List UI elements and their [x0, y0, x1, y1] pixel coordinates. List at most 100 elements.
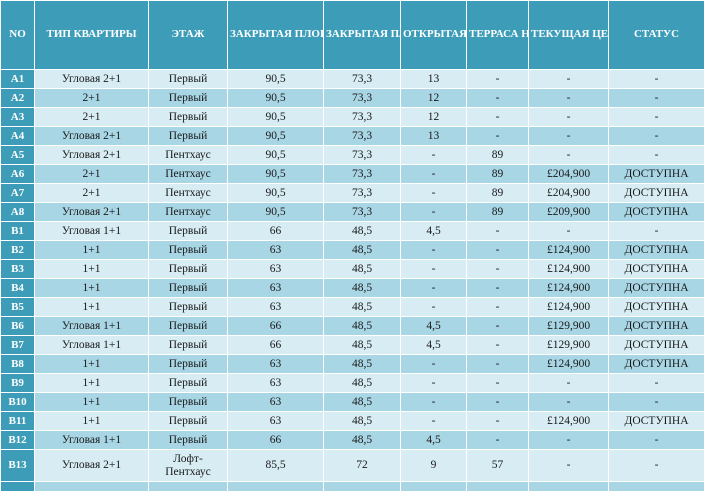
cell-unit-number: B13 [1, 450, 35, 482]
cell-apartment-type: 2+1 [35, 89, 149, 108]
cell-status: - [609, 431, 704, 450]
cell-open-terrace: - [401, 260, 467, 279]
cell-apartment-type: Угловая 2+1 [35, 450, 149, 482]
cell-current-price: - [529, 108, 609, 127]
cell-apartment-type: 1+1 [35, 412, 149, 431]
cell-net-area: 48,5 [324, 260, 401, 279]
cell-gross-area: 90,5 [228, 108, 324, 127]
cell-roof-terrace: - [467, 260, 529, 279]
cell-apartment-type: Угловая 2+1 [35, 203, 149, 222]
cell-net-area: 48,5 [324, 241, 401, 260]
header-no: NO [1, 1, 35, 70]
cell-open-terrace: 4,5 [401, 317, 467, 336]
header-net-area: ЗАКРЫТАЯ ПЛОЩАДЬ (Чистая) m² [324, 1, 401, 70]
cell-gross-area: 63 [228, 393, 324, 412]
cell-current-price: - [529, 146, 609, 165]
cell-roof-terrace: 57 [467, 450, 529, 482]
cell-status: ДОСТУПНА [609, 241, 704, 260]
cell-net-area: 73,3 [324, 184, 401, 203]
cell-unit-number: A1 [1, 70, 35, 89]
cell-partial [149, 482, 228, 492]
cell-net-area: 72 [324, 450, 401, 482]
cell-open-terrace: 4,5 [401, 431, 467, 450]
header-open-terrace: ОТКРЫТАЯ ТЕРРАСА m² [401, 1, 467, 70]
cell-apartment-type: Угловая 2+1 [35, 127, 149, 146]
cell-unit-number: A8 [1, 203, 35, 222]
cell-status: - [609, 127, 704, 146]
cell-unit-number: B4 [1, 279, 35, 298]
cell-net-area: 48,5 [324, 431, 401, 450]
cell-floor: Первый [149, 431, 228, 450]
cell-apartment-type: 2+1 [35, 165, 149, 184]
cell-current-price: - [529, 89, 609, 108]
cell-current-price: £124,900 [529, 298, 609, 317]
cell-current-price: - [529, 393, 609, 412]
cell-floor: Первый [149, 374, 228, 393]
cell-roof-terrace: 89 [467, 184, 529, 203]
cell-current-price: £124,900 [529, 355, 609, 374]
cell-gross-area: 90,5 [228, 89, 324, 108]
cell-status: - [609, 450, 704, 482]
cell-floor: Первый [149, 89, 228, 108]
cell-net-area: 48,5 [324, 279, 401, 298]
cell-floor: Пентхаус [149, 203, 228, 222]
cell-gross-area: 90,5 [228, 203, 324, 222]
cell-roof-terrace: - [467, 431, 529, 450]
cell-current-price: £129,900 [529, 336, 609, 355]
cell-floor: Первый [149, 298, 228, 317]
cell-status: - [609, 108, 704, 127]
cell-open-terrace: - [401, 374, 467, 393]
cell-current-price: £124,900 [529, 241, 609, 260]
cell-unit-number: A4 [1, 127, 35, 146]
cell-net-area: 48,5 [324, 374, 401, 393]
cell-status: ДОСТУПНА [609, 336, 704, 355]
header-apartment-type: ТИП КВАРТИРЫ [35, 1, 149, 70]
cell-open-terrace: 9 [401, 450, 467, 482]
cell-partial [467, 482, 529, 492]
cell-current-price: £124,900 [529, 279, 609, 298]
cell-current-price: - [529, 70, 609, 89]
cell-current-price: - [529, 222, 609, 241]
cell-current-price: - [529, 127, 609, 146]
cell-open-terrace: 4,5 [401, 222, 467, 241]
cell-floor: Первый [149, 260, 228, 279]
cell-status: - [609, 374, 704, 393]
cell-net-area: 48,5 [324, 393, 401, 412]
header-current-price: ТЕКУЩАЯ ЦЕНА (£) [529, 1, 609, 70]
cell-net-area: 73,3 [324, 89, 401, 108]
cell-open-terrace: - [401, 412, 467, 431]
cell-apartment-type: 1+1 [35, 355, 149, 374]
cell-gross-area: 63 [228, 412, 324, 431]
cell-apartment-type: Угловая 2+1 [35, 146, 149, 165]
cell-gross-area: 63 [228, 374, 324, 393]
cell-unit-number: B1 [1, 222, 35, 241]
cell-gross-area: 63 [228, 260, 324, 279]
header-row: NO ТИП КВАРТИРЫ ЭТАЖ ЗАКРЫТАЯ ПЛОЩАДЬ m²… [1, 1, 704, 70]
cell-partial [1, 482, 35, 492]
cell-unit-number: B11 [1, 412, 35, 431]
cell-unit-number: B9 [1, 374, 35, 393]
cell-roof-terrace: - [467, 241, 529, 260]
cell-current-price: £209,900 [529, 203, 609, 222]
table-row-partial [1, 482, 704, 492]
cell-gross-area: 63 [228, 279, 324, 298]
cell-unit-number: B8 [1, 355, 35, 374]
cell-current-price: - [529, 450, 609, 482]
cell-open-terrace: - [401, 241, 467, 260]
cell-unit-number: B12 [1, 431, 35, 450]
cell-partial [529, 482, 609, 492]
cell-apartment-type: 1+1 [35, 298, 149, 317]
cell-status: ДОСТУПНА [609, 355, 704, 374]
cell-net-area: 73,3 [324, 127, 401, 146]
cell-net-area: 48,5 [324, 336, 401, 355]
cell-status: - [609, 70, 704, 89]
